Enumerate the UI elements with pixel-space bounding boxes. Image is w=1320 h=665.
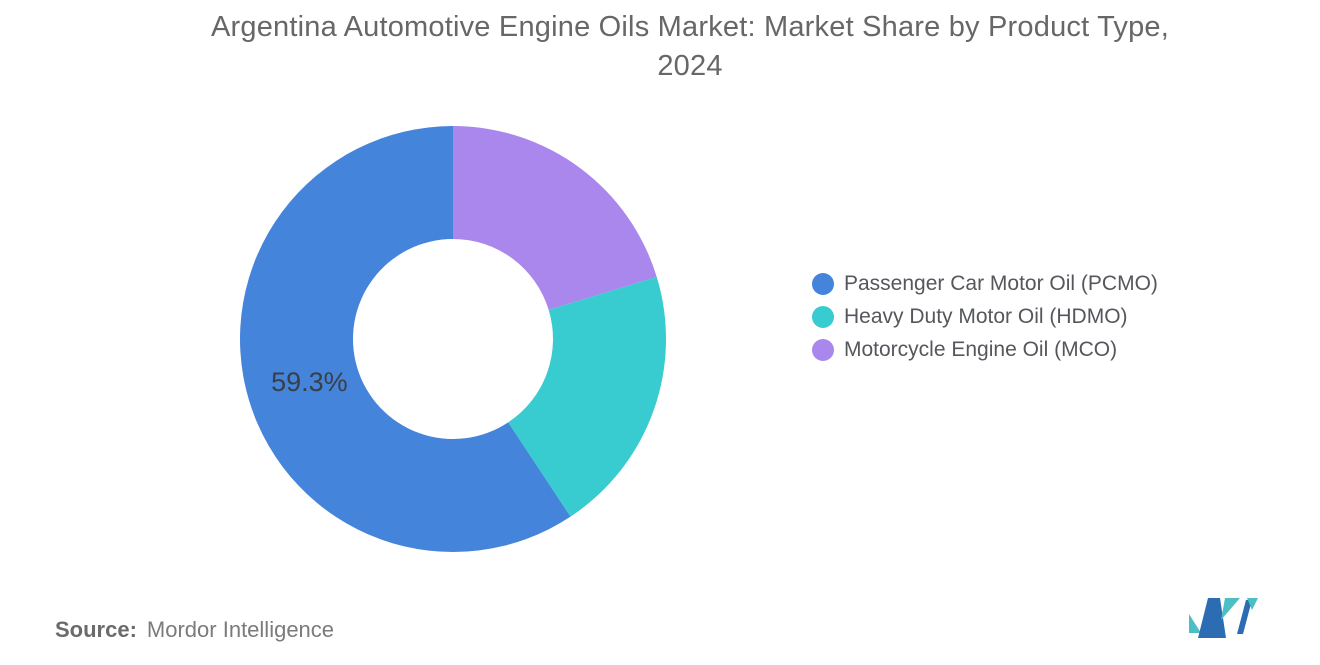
legend-marker-icon [812, 338, 834, 361]
donut-slice-heavy-duty-motor-oil-hdmo-[interactable] [508, 277, 666, 517]
logo-shape [1237, 600, 1252, 634]
legend-marker-icon [812, 272, 834, 295]
donut-slice-passenger-car-motor-oil-pcmo-[interactable] [240, 126, 571, 552]
donut-chart: 59.3% [240, 126, 666, 552]
donut-slice-motorcycle-engine-oil-mco-[interactable] [453, 126, 657, 310]
legend-item-heavy-duty-motor-oil-hdmo-[interactable]: Heavy Duty Motor Oil (HDMO) [812, 305, 1158, 328]
chart-title-line1: Argentina Automotive Engine Oils Market:… [210, 11, 1170, 43]
source-text: Mordor Intelligence [146, 617, 335, 642]
legend-label: Motorcycle Engine Oil (MCO) [844, 337, 1118, 361]
mordor-intelligence-logo [1189, 598, 1258, 638]
chart-title: Argentina Automotive Engine Oils Market:… [60, 8, 1320, 86]
legend-marker-icon [812, 305, 834, 328]
source-label: Source: [55, 617, 137, 642]
logo-shape [1198, 598, 1226, 638]
logo-shape [1247, 598, 1258, 610]
logo-shape [1189, 614, 1201, 633]
source-line: Source: Mordor Intelligence [55, 617, 334, 643]
legend-item-motorcycle-engine-oil-mco-[interactable]: Motorcycle Engine Oil (MCO) [812, 338, 1158, 361]
legend-label: Passenger Car Motor Oil (PCMO) [844, 271, 1158, 295]
logo-shape [1221, 598, 1240, 620]
legend-item-passenger-car-motor-oil-pcmo-[interactable]: Passenger Car Motor Oil (PCMO) [812, 272, 1158, 295]
chart-legend: Passenger Car Motor Oil (PCMO) Heavy Duty… [812, 272, 1158, 361]
chart-title-line2: 2024 [657, 50, 723, 82]
legend-label: Heavy Duty Motor Oil (HDMO) [844, 304, 1128, 328]
donut-slice-label: 59.3% [271, 367, 348, 397]
